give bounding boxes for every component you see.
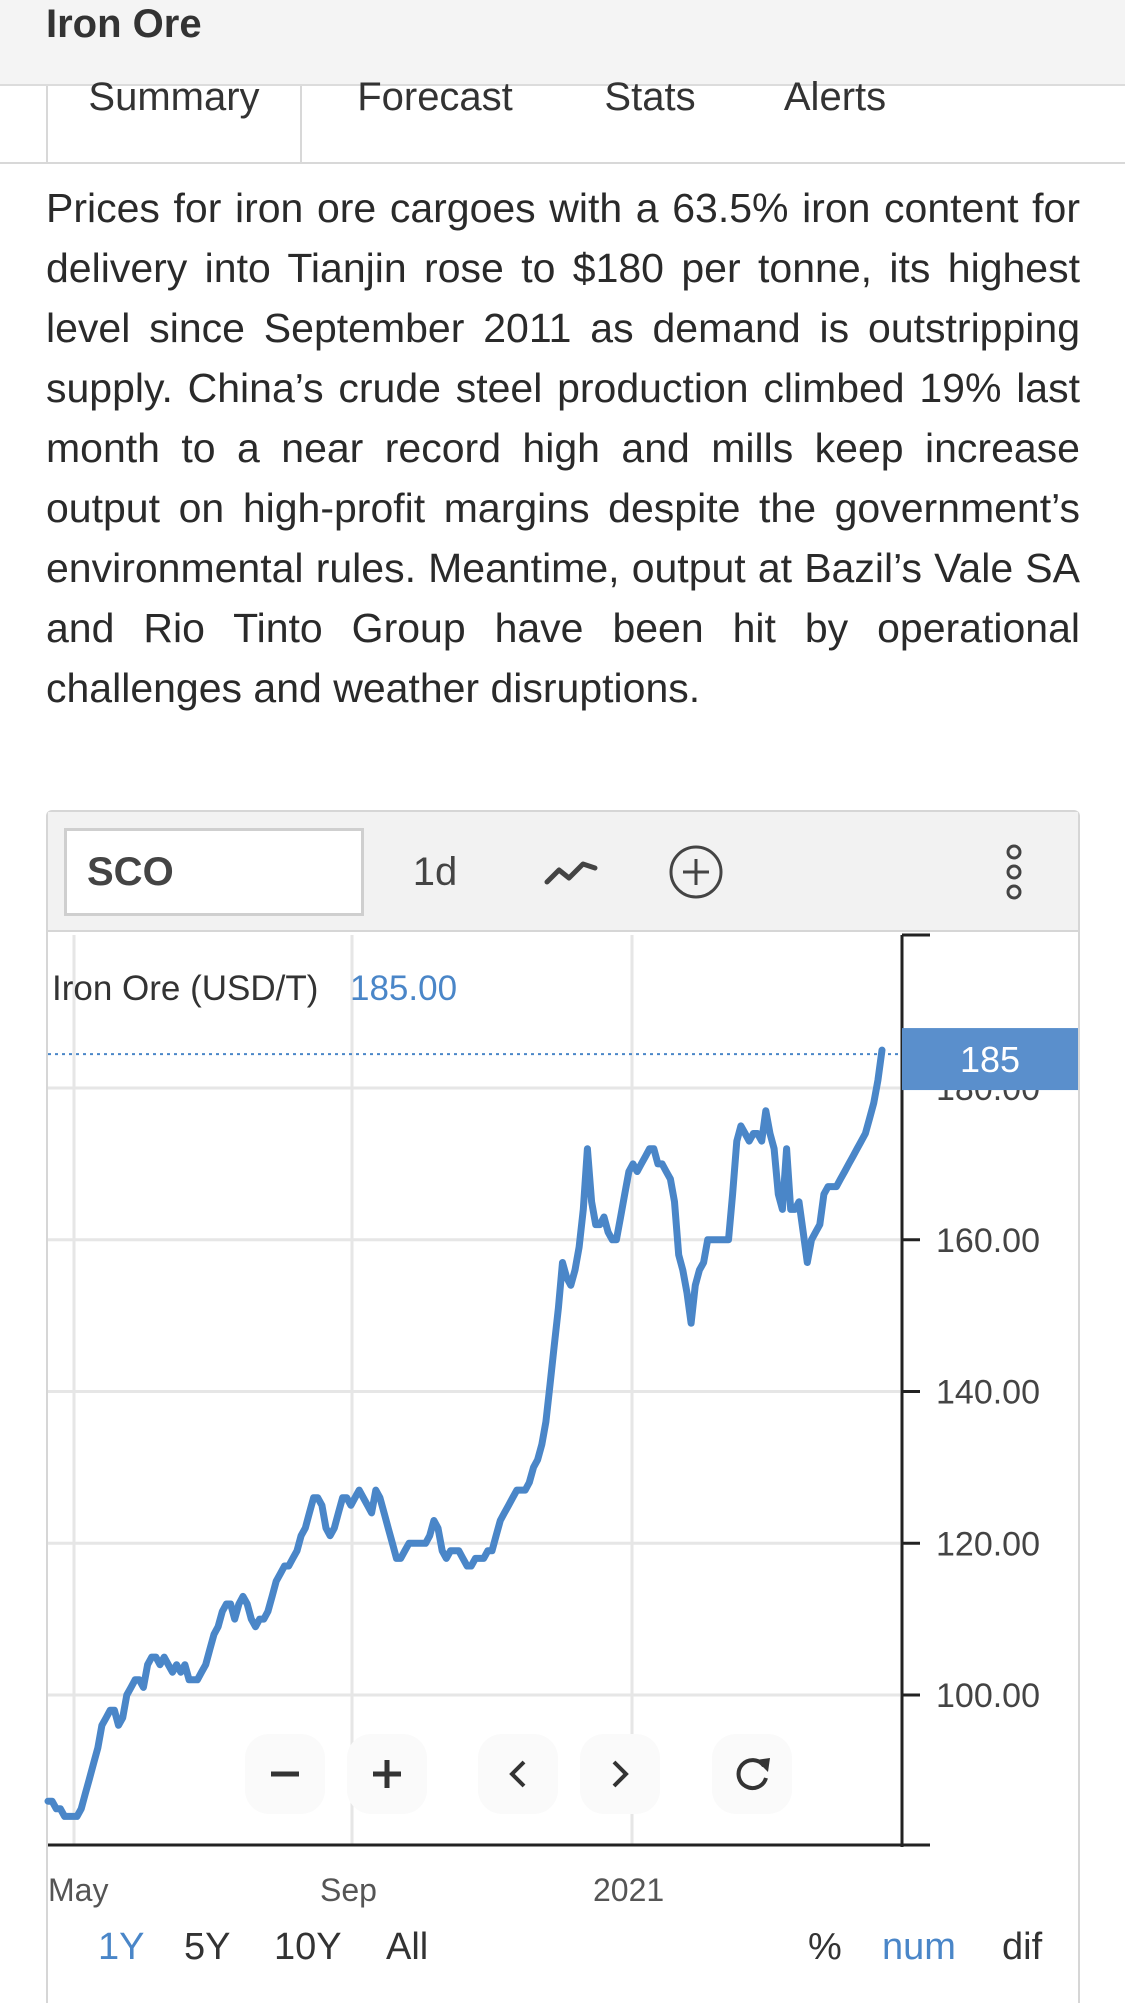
- refresh-icon: [736, 1758, 768, 1791]
- chart-toolbar: 1d: [48, 812, 1078, 932]
- range-5y-button[interactable]: 5Y: [184, 1926, 231, 1968]
- page-title: Iron Ore: [46, 2, 202, 46]
- range-all-button[interactable]: All: [386, 1926, 429, 1968]
- pan-left-button[interactable]: [478, 1734, 558, 1814]
- summary-text: Prices for iron ore cargoes with a 63.5%…: [46, 185, 1080, 711]
- mode-dif-button[interactable]: dif: [1002, 1926, 1043, 1968]
- mode-percent-button[interactable]: %: [808, 1926, 842, 1968]
- mode-num-button[interactable]: num: [882, 1926, 956, 1968]
- x-tick-label: 2021: [593, 1872, 665, 1908]
- tab-stats-label: Stats: [604, 75, 696, 119]
- legend-series-name: Iron Ore (USD/T): [52, 969, 318, 1008]
- chevron-right-icon: [612, 1760, 629, 1788]
- legend-series-value: 185.00: [350, 969, 457, 1008]
- chevron-left-icon: [509, 1760, 526, 1788]
- last-price-tag: [902, 1028, 1078, 1091]
- symbol-input[interactable]: [64, 828, 364, 916]
- tab-summary-label: Summary: [88, 75, 260, 119]
- interval-button[interactable]: 1d: [412, 849, 458, 894]
- add-indicator-icon[interactable]: [664, 840, 728, 904]
- x-tick-label: May: [48, 1872, 109, 1908]
- range-1y-button[interactable]: 1Y: [98, 1926, 145, 1968]
- tab-forecast-label: Forecast: [357, 75, 513, 119]
- tab-bar: Summary Forecast Stats Alerts: [0, 77, 1125, 164]
- tab-stats[interactable]: Stats: [590, 77, 710, 162]
- tab-summary[interactable]: Summary: [46, 77, 302, 162]
- refresh-icon-arrow: [756, 1758, 770, 1772]
- last-price-tag-label: 185: [960, 1039, 1020, 1080]
- tab-alerts[interactable]: Alerts: [770, 77, 900, 162]
- y-tick-label: 120.00: [936, 1525, 1040, 1563]
- range-10y-button[interactable]: 10Y: [274, 1926, 342, 1968]
- y-tick-label: 140.00: [936, 1374, 1040, 1412]
- tab-alerts-label: Alerts: [783, 75, 887, 119]
- series-line: [44, 1046, 886, 1820]
- line-chart-icon[interactable]: [538, 840, 608, 904]
- x-tick-label: Sep: [320, 1872, 377, 1908]
- reset-button[interactable]: [712, 1734, 792, 1814]
- y-tick-label: 160.00: [936, 1222, 1040, 1260]
- tab-forecast[interactable]: Forecast: [340, 77, 530, 162]
- pan-right-button[interactable]: [580, 1734, 660, 1814]
- chart-widget: 1d: [46, 810, 1080, 2003]
- y-tick-label: 100.00: [936, 1677, 1040, 1715]
- top-bar: Iron Ore: [0, 0, 1125, 86]
- more-vertical-icon[interactable]: [994, 840, 1034, 904]
